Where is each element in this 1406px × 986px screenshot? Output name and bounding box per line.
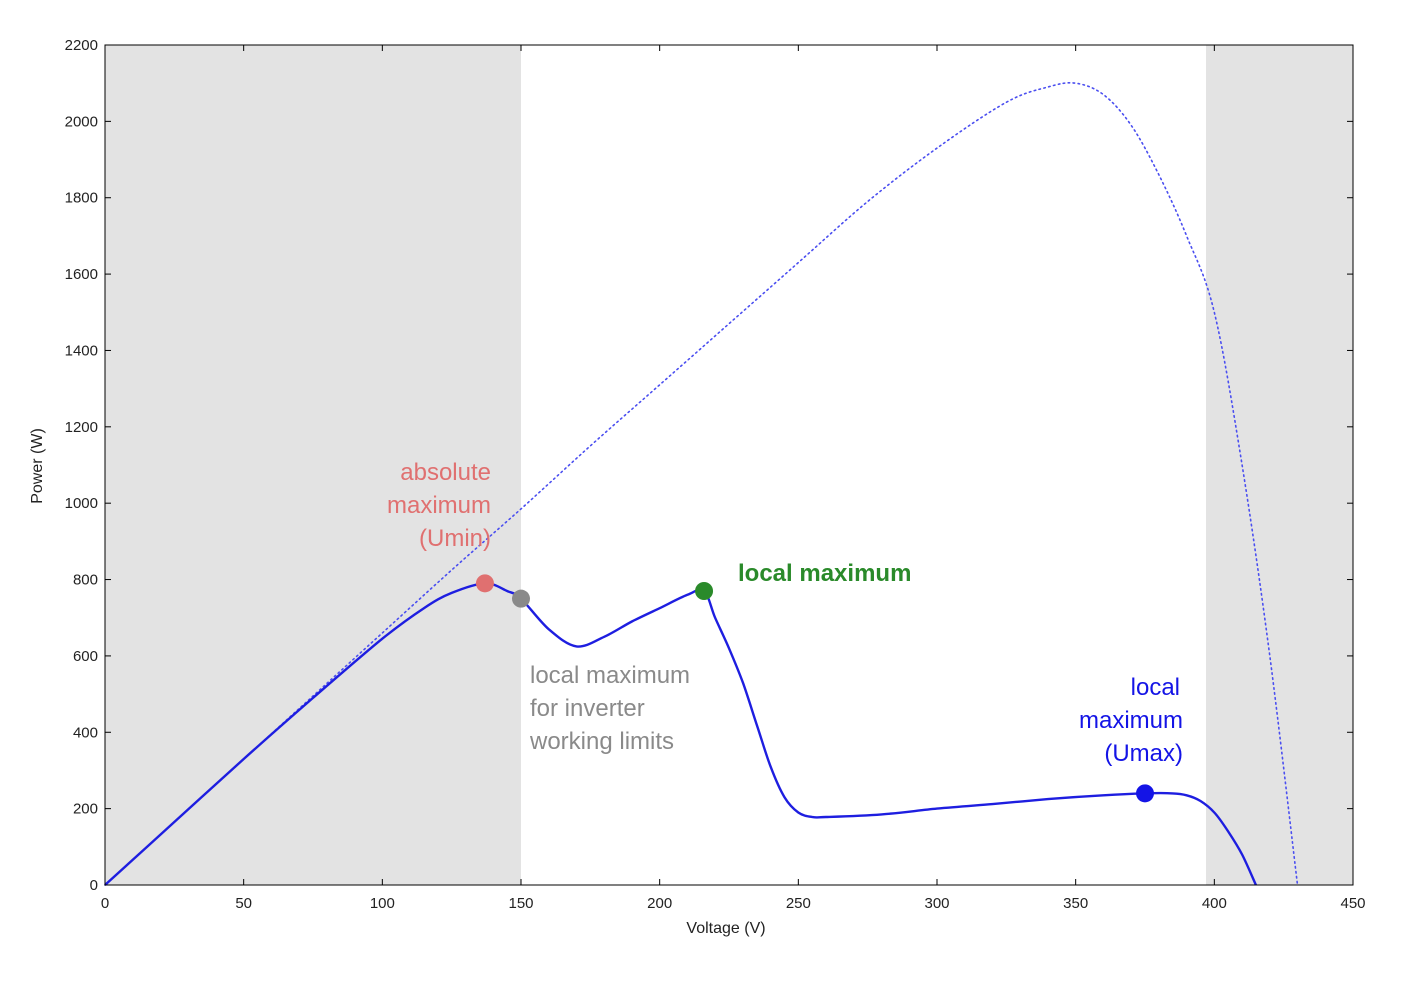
maximum-marker (695, 582, 714, 600)
x-tick-label: 250 (786, 895, 811, 912)
markers (475, 574, 1154, 803)
y-axis-label: Power (W) (29, 428, 46, 504)
y-tick-label: 2200 (65, 37, 98, 54)
y-tick-label: 1800 (65, 190, 98, 207)
axis-ticks: 0 50 100 150 200 250 300 350 400 450 0 200 400 600 800… (65, 37, 1366, 912)
x-tick-label: 350 (1063, 895, 1088, 912)
x-axis-label: Voltage (V) (686, 920, 765, 937)
annotation-line: maximum (1079, 707, 1183, 734)
maximum-marker (1136, 784, 1154, 803)
shaded-region (1206, 45, 1353, 885)
annotation-line: (Umin) (419, 525, 491, 552)
annotation-line: working limits (529, 728, 674, 755)
series-line-dotted (104, 81, 1299, 886)
y-tick-label: 2000 (65, 113, 98, 130)
series-line-solid (104, 582, 1257, 886)
annotation-line: (Umax) (1104, 740, 1183, 767)
annotation-line: local maximum (738, 560, 911, 587)
annotation-line: maximum (387, 492, 491, 519)
series-group (104, 81, 1299, 886)
x-tick-label: 450 (1340, 895, 1365, 912)
shaded-region (105, 45, 521, 885)
y-tick-label: 600 (73, 648, 98, 665)
y-tick-label: 1000 (65, 495, 98, 512)
x-tick-label: 0 (101, 895, 109, 912)
y-tick-label: 0 (90, 877, 98, 894)
annotation-line: for inverter (530, 695, 645, 722)
annotation-umax: local maximum (Umax) (1079, 674, 1183, 767)
annotation-local-maximum: local maximum (738, 560, 911, 587)
annotation-inverter-limits: local maximum for inverter working limit… (529, 662, 690, 755)
maximum-marker (512, 589, 530, 608)
y-tick-label: 800 (73, 572, 98, 589)
x-tick-label: 150 (508, 895, 533, 912)
x-tick-label: 50 (235, 895, 252, 912)
x-tick-label: 300 (924, 895, 949, 912)
y-tick-label: 400 (73, 724, 98, 741)
maximum-marker (475, 574, 494, 593)
y-tick-label: 1400 (65, 342, 98, 359)
plot-frame (104, 44, 1354, 886)
x-tick-label: 400 (1202, 895, 1227, 912)
y-tick-label: 1600 (65, 266, 98, 283)
annotation-line: absolute (400, 459, 491, 486)
annotation-line: local maximum (530, 662, 690, 689)
y-tick-label: 200 (73, 801, 98, 818)
x-tick-label: 100 (370, 895, 395, 912)
annotation-line: local (1131, 674, 1180, 701)
y-tick-label: 1200 (65, 419, 98, 436)
x-tick-label: 200 (647, 895, 672, 912)
annotation-absolute-maximum: absolute maximum (Umin) (387, 459, 491, 552)
shaded-regions (105, 45, 1353, 885)
